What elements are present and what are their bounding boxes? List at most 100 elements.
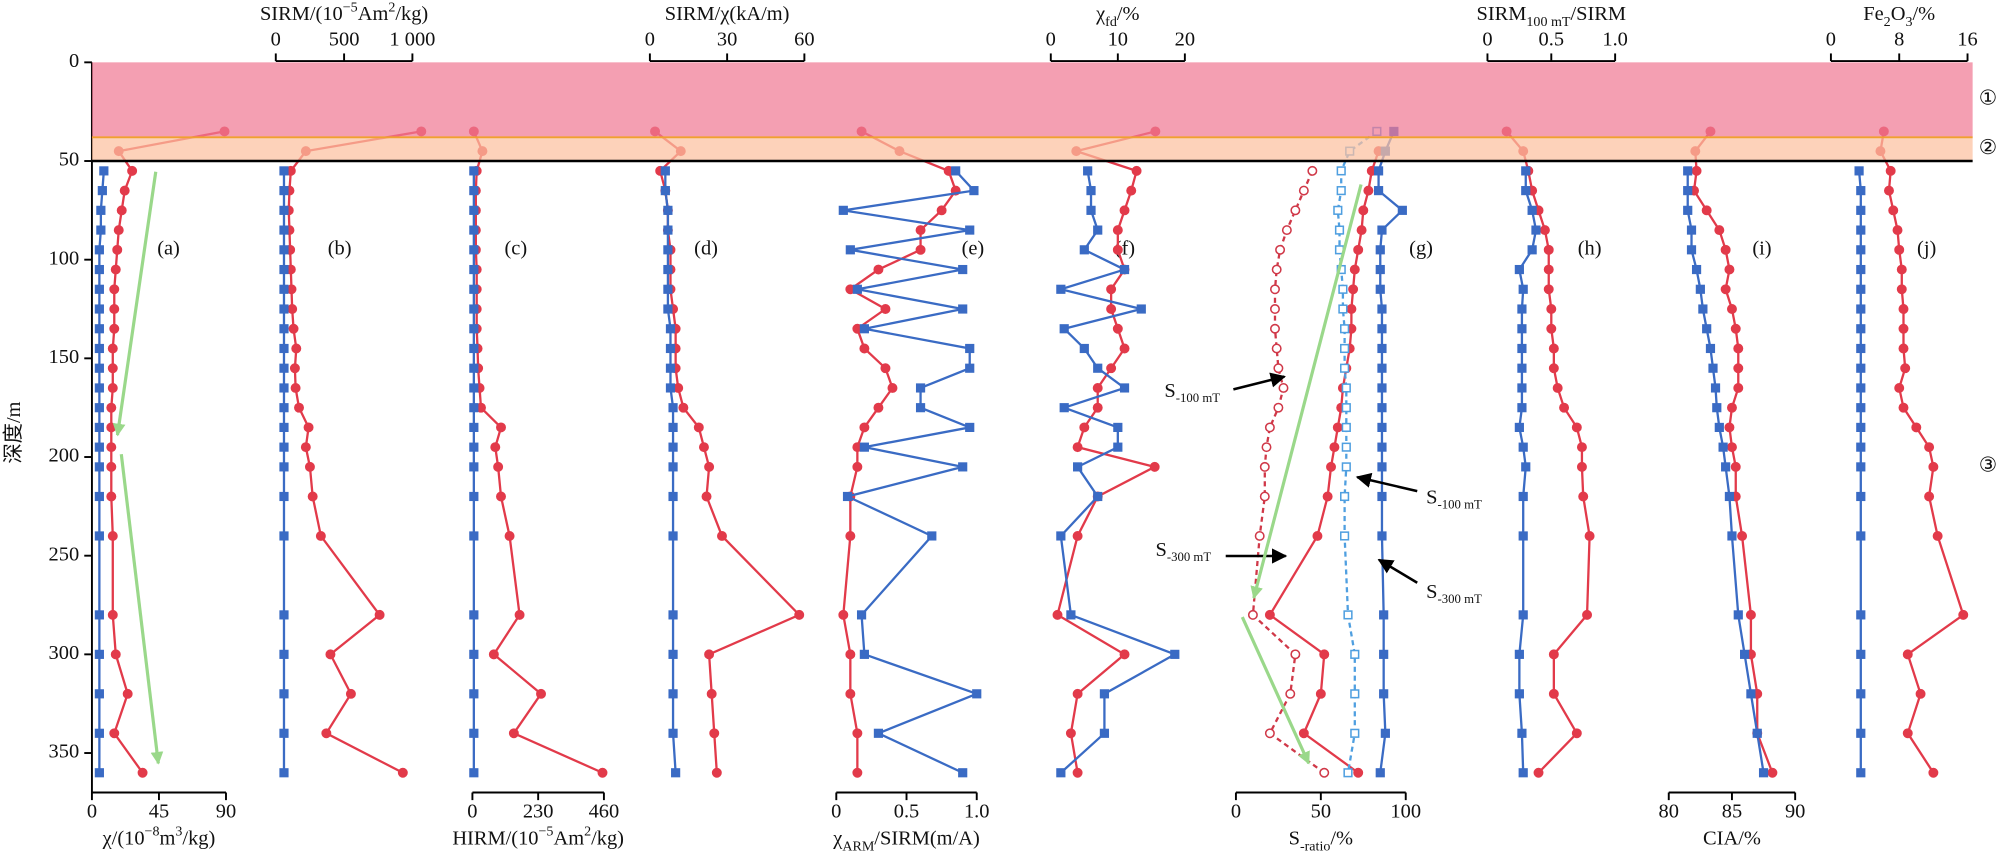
marker — [536, 688, 547, 699]
x-axis-title-part: m — [160, 827, 176, 849]
marker — [1767, 767, 1778, 778]
marker — [1113, 442, 1123, 452]
marker — [488, 649, 499, 660]
x-tick-label: 460 — [589, 801, 620, 823]
x-axis-title-part: S — [1289, 827, 1300, 849]
marker — [1059, 403, 1069, 413]
marker — [279, 403, 289, 413]
x-axis-title: SIRM/χ(kA/m) — [665, 3, 790, 25]
marker — [693, 422, 704, 433]
marker — [116, 205, 127, 216]
marker — [1356, 225, 1367, 236]
marker — [1270, 323, 1280, 334]
y-tick-label: 350 — [49, 741, 80, 763]
marker — [1319, 649, 1330, 660]
marker — [663, 205, 673, 215]
panel-label: (a) — [157, 238, 180, 260]
marker — [859, 324, 869, 334]
marker — [1131, 165, 1142, 176]
panel-label: (e) — [962, 238, 985, 260]
series-line — [287, 130, 422, 774]
marker — [96, 225, 106, 235]
marker — [1856, 284, 1866, 294]
marker — [469, 383, 479, 393]
marker — [1350, 689, 1360, 699]
annotation-main: S — [1426, 581, 1437, 603]
marker — [1900, 363, 1911, 374]
marker — [1517, 343, 1527, 354]
marker — [1695, 284, 1705, 294]
annotation-arrow — [1355, 472, 1418, 493]
marker — [1377, 403, 1387, 413]
trend-arrow — [119, 454, 164, 765]
marker — [665, 343, 676, 354]
marker — [1379, 610, 1389, 620]
x-tick-label: 100 — [1390, 801, 1421, 823]
marker — [1856, 324, 1866, 334]
marker — [1079, 343, 1089, 354]
marker — [969, 186, 979, 196]
marker — [94, 324, 104, 334]
marker — [668, 610, 678, 620]
marker — [1514, 422, 1524, 432]
marker — [1727, 531, 1737, 541]
marker — [1911, 422, 1922, 433]
x-axis-title-part: 2 — [584, 824, 591, 839]
zone-label: ① — [1979, 88, 1997, 110]
marker — [663, 245, 673, 255]
x-tick-label: 90 — [1785, 801, 1805, 823]
marker — [663, 264, 673, 275]
marker — [279, 649, 289, 659]
x-axis-title-part: 2 — [388, 0, 395, 15]
marker — [958, 304, 968, 314]
x-tick-label: 1 000 — [389, 28, 435, 50]
marker — [110, 264, 121, 275]
marker — [1714, 225, 1725, 236]
marker — [1093, 225, 1103, 235]
marker — [668, 649, 678, 659]
x-axis-title-part: /SIRM — [1571, 3, 1627, 25]
marker — [279, 768, 289, 778]
marker — [1514, 649, 1524, 659]
marker — [469, 225, 479, 235]
x-axis-title-part: -ratio — [1300, 839, 1330, 854]
marker — [1714, 422, 1724, 432]
marker — [1892, 225, 1903, 236]
marker — [1373, 186, 1384, 196]
marker — [1578, 491, 1589, 502]
marker — [1093, 363, 1103, 373]
marker — [106, 491, 117, 502]
marker — [1072, 688, 1083, 699]
marker — [845, 245, 855, 255]
marker — [469, 186, 479, 196]
marker — [880, 304, 891, 314]
marker — [1543, 244, 1554, 255]
x-axis-title-part: 100 mT — [1526, 15, 1571, 30]
marker — [113, 225, 124, 236]
marker — [1718, 442, 1728, 452]
marker — [1683, 205, 1693, 215]
marker — [1377, 422, 1387, 432]
marker — [1724, 422, 1735, 433]
x-tick-label: 10 — [1108, 28, 1128, 50]
x-tick-label: 90 — [216, 801, 236, 823]
marker — [1856, 768, 1866, 778]
marker — [1584, 530, 1595, 541]
marker — [493, 461, 504, 472]
marker — [1375, 768, 1385, 778]
x-axis-title-part: ARM — [842, 839, 875, 854]
marker — [663, 304, 673, 314]
marker — [1683, 166, 1693, 176]
marker — [1285, 688, 1296, 699]
series-line — [843, 170, 980, 774]
marker — [1726, 304, 1737, 314]
marker — [665, 363, 676, 373]
marker — [1730, 323, 1741, 334]
marker — [469, 363, 479, 373]
x-tick-label: 85 — [1722, 801, 1742, 823]
annotation-main: S — [1155, 539, 1166, 561]
marker — [279, 225, 289, 235]
marker — [1856, 422, 1866, 432]
marker — [1377, 462, 1387, 472]
marker — [1377, 531, 1387, 541]
